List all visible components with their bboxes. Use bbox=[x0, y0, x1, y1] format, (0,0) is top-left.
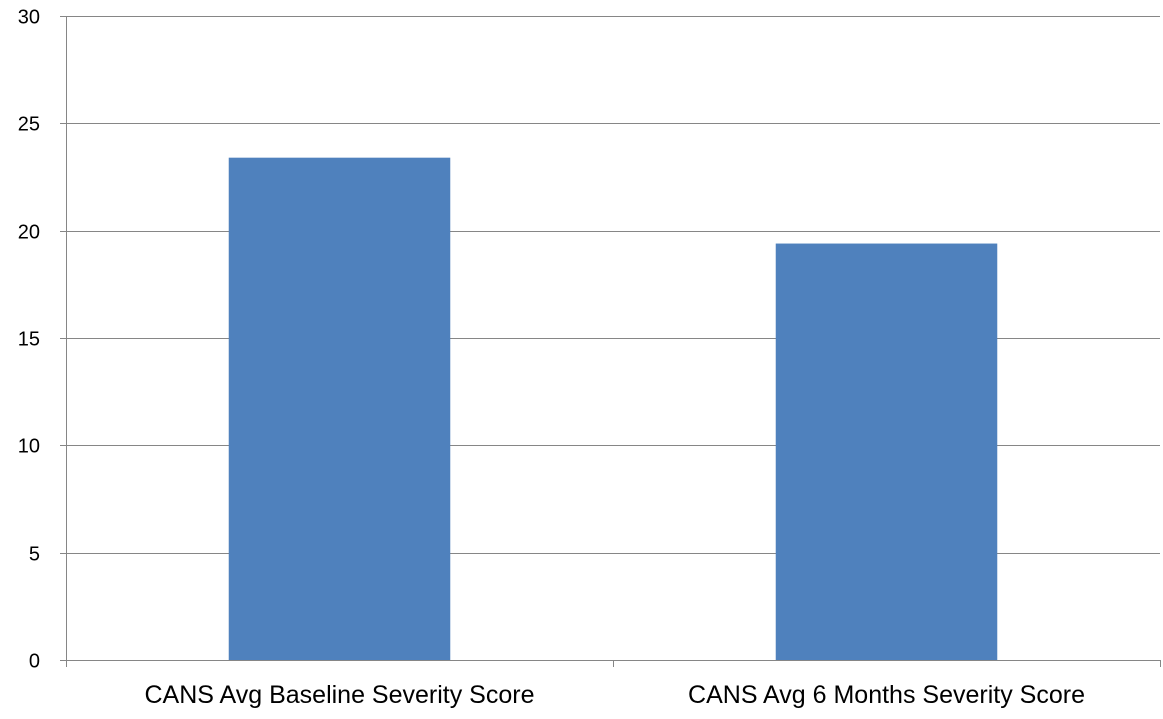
y-tick-label: 0 bbox=[29, 651, 40, 673]
y-tick-label: 10 bbox=[18, 436, 40, 458]
bar bbox=[775, 243, 998, 660]
y-tick-label: 5 bbox=[29, 544, 40, 566]
x-tick-label: CANS Avg Baseline Severity Score bbox=[144, 681, 534, 709]
y-tick-label: 15 bbox=[18, 329, 40, 351]
axes bbox=[60, 16, 1161, 667]
y-tick-label: 20 bbox=[18, 222, 40, 244]
bars bbox=[228, 157, 998, 660]
y-tick-label: 25 bbox=[18, 114, 40, 136]
y-tick-label: 30 bbox=[18, 7, 40, 29]
x-tick-label: CANS Avg 6 Months Severity Score bbox=[688, 681, 1085, 709]
labels: 0 5 10 15 20 25 30 CANS Avg Baseline Severity S… bbox=[18, 7, 1085, 710]
bar bbox=[228, 157, 451, 660]
